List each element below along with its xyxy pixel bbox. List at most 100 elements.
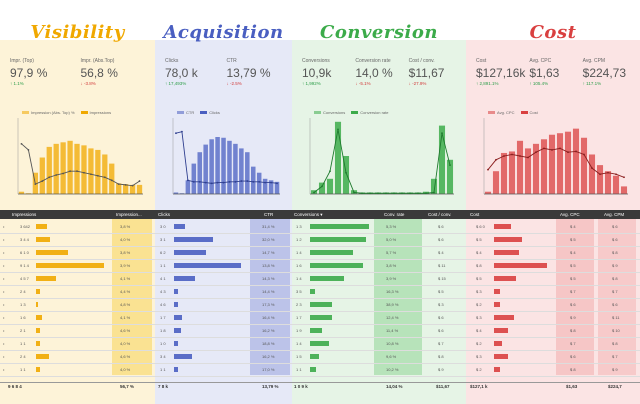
kpi-value: 13,79 % [226, 66, 271, 80]
chart-line-series [313, 129, 451, 194]
table-cell: $ 2 [476, 301, 482, 307]
chart-line-point [69, 170, 71, 173]
row-bar [494, 367, 500, 372]
row-bar [36, 237, 51, 242]
row-bar [36, 276, 57, 281]
table-cell: $ 5 [438, 288, 444, 294]
chart-line-point [591, 167, 593, 170]
table-total: $11,67 [436, 384, 450, 389]
chart-legend: Impression (Abs. Top) % Impressions [22, 110, 111, 115]
column-header[interactable]: Avg. CPC [560, 212, 580, 217]
kpi-delta: ↓ -3.8% [80, 81, 96, 86]
row-bar [494, 250, 520, 255]
legend-swatch [200, 111, 208, 115]
table-cell: 1 6 [296, 262, 302, 268]
column-header[interactable]: Impression... [116, 212, 142, 217]
kpi-value: $1,63 [529, 66, 560, 80]
table-cell: $ 3 [476, 353, 482, 359]
legend-label: Clicks [209, 110, 220, 115]
table-cell: $ 7 [612, 353, 618, 359]
row-bar [36, 250, 69, 255]
column-header[interactable]: CTR [264, 212, 274, 217]
kpi-card: Avg. CPM $224,73 ↑ 117.1% [583, 58, 626, 86]
row-bar [310, 367, 317, 372]
column-header[interactable]: Avg. CPM [604, 212, 625, 217]
table-cell: $ 9 [612, 366, 618, 372]
table-cell: $ 5 [476, 275, 482, 281]
table-total: 1 0 9 k [294, 384, 308, 389]
chart-bar [604, 171, 612, 194]
chart-line-point [511, 153, 513, 156]
row-index-dot: • [3, 341, 5, 346]
table-cell: 10,2 % [386, 366, 399, 372]
table-cell: $ 5 [570, 275, 576, 281]
row-bar [494, 302, 500, 307]
table-cell: 12,4 % [386, 314, 399, 320]
chart-line-point [567, 151, 569, 154]
table-cell: $ 3 [476, 288, 482, 294]
table-cell: 1 1 [20, 340, 26, 346]
chart-line-point [361, 192, 363, 195]
chart-line-point [246, 180, 249, 182]
row-separator [0, 285, 640, 286]
row-index-dot: • [3, 250, 5, 255]
table-cell: 9 1 4 [20, 262, 29, 268]
kpi-card: Avg. CPC $1,63 ↑ 105.4% [529, 58, 559, 86]
row-bar [174, 289, 178, 294]
table-cell: $ 7 [570, 288, 576, 294]
row-index-dot: • [3, 237, 5, 242]
column-header[interactable]: Clicks [158, 212, 170, 217]
column-header[interactable]: Impressions [12, 212, 37, 217]
table-cell: $ 5 [570, 262, 576, 268]
table-cell: 1 2 [296, 236, 302, 242]
table-cell: $ 4 [570, 249, 576, 255]
table-cell: $ 6 [438, 236, 444, 242]
chart-bar [334, 121, 342, 194]
chart-bar [95, 149, 101, 194]
chart-line-point [393, 192, 395, 195]
table-total: 7 8 k [158, 384, 169, 389]
table-cell: $ 5 [476, 236, 482, 242]
table-cell: $ 2 [476, 366, 482, 372]
column-header[interactable]: Conv. rate [384, 212, 405, 217]
chart-line-point [519, 155, 521, 157]
row-separator [0, 259, 640, 260]
chart-line-point [117, 183, 120, 186]
legend-item: Conversion rate [351, 110, 388, 115]
section-title-cost: Cost [529, 22, 577, 43]
row-bar [174, 263, 241, 268]
chart-line-point [345, 171, 347, 174]
chart-bar [129, 184, 136, 194]
kpi-delta: ↑ 117.1% [582, 81, 602, 86]
chart-cost [483, 118, 628, 195]
chart-bar [123, 184, 129, 194]
table-cell: 4,0 % [120, 340, 131, 346]
chart-line-point [96, 174, 99, 177]
kpi-label: Conversion rate [355, 58, 391, 64]
table-cell: 4,0 % [120, 236, 131, 242]
chart-line-point [559, 147, 561, 150]
chart-visibility [17, 118, 143, 195]
table-cell: 16,4 % [262, 314, 275, 320]
kpi-label: Avg. CPC [529, 58, 552, 64]
table-cell: $ 6 [570, 353, 576, 359]
column-header[interactable]: Cost [470, 212, 480, 217]
chart-bar [185, 180, 191, 194]
kpi-value: $127,16k [476, 66, 526, 80]
table-cell: $ 8 [612, 340, 618, 346]
table-cell: 5,3 % [386, 223, 397, 229]
row-bar [310, 302, 332, 307]
table-cell: 1 3 [20, 301, 26, 307]
row-bar [310, 315, 332, 320]
chart-line-series [175, 131, 278, 184]
chart-line-point [276, 182, 278, 185]
table-cell: 1 9 [296, 327, 302, 333]
table-cell: $ 6 0 [476, 223, 485, 229]
row-bar [174, 276, 195, 281]
column-header[interactable]: Conversions ▾ [294, 212, 323, 217]
table-cell: 3,9 % [386, 275, 397, 281]
chart-line-point [337, 128, 339, 131]
kpi-value: 78,0 k [165, 66, 198, 80]
column-header[interactable]: Cost / conv. [428, 212, 452, 217]
row-bar [36, 263, 105, 268]
